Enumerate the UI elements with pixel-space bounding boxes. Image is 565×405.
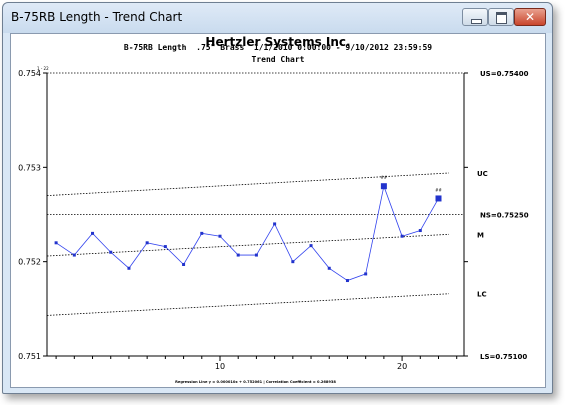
close-icon: ✕ xyxy=(524,10,536,24)
chart-axes xyxy=(43,72,468,361)
data-point xyxy=(291,260,295,264)
chart-labels: 0.751 0.752 0.753 0.754 10 20 1 - 22 US=0.75400… xyxy=(18,66,529,384)
reference-lines xyxy=(46,72,464,357)
chart-subtitle: B-75RB Length .75" Brass 1/1/2010 0:00:0… xyxy=(123,43,433,52)
y-tick-label: 0.752 xyxy=(18,258,41,267)
maximize-icon xyxy=(496,12,507,24)
x-tick-label: 10 xyxy=(215,362,225,371)
data-point xyxy=(218,234,222,238)
data-point xyxy=(254,253,258,257)
company-name: Hertzler Systems Inc. xyxy=(205,35,351,49)
lower-control-line xyxy=(46,293,450,316)
subgroup-size-label: 1 - 22 xyxy=(37,66,49,71)
data-point xyxy=(309,244,313,248)
lower-control-line-label: LC xyxy=(477,291,487,299)
data-point xyxy=(163,245,167,249)
upper-control-line xyxy=(46,172,450,197)
trend-chart-window: B-75RB Length - Trend Chart ✕ Hertzler S… xyxy=(2,2,553,394)
minimize-button[interactable] xyxy=(462,8,488,26)
data-point xyxy=(72,253,76,257)
upper-control-line-label: UC xyxy=(477,170,488,178)
window-title: B-75RB Length - Trend Chart xyxy=(11,10,183,24)
out-of-limit-label: ## xyxy=(435,187,442,192)
x-tick-label: 20 xyxy=(397,362,407,371)
regression-line-label: M xyxy=(477,231,484,239)
data-point xyxy=(54,241,58,245)
close-button[interactable]: ✕ xyxy=(514,8,546,26)
y-tick-label: 0.753 xyxy=(18,163,41,172)
data-series xyxy=(54,183,442,283)
spec-lower-line-label: LS=0.75100 xyxy=(480,353,527,361)
out-of-limit-point xyxy=(380,183,387,190)
trend-chart: 0.751 0.752 0.753 0.754 10 20 1 - 22 US=0.75400… xyxy=(18,66,529,384)
out-of-limit-label: ## xyxy=(381,175,388,180)
data-point xyxy=(418,229,422,233)
data-point xyxy=(145,241,149,245)
data-point xyxy=(345,279,349,283)
trend-series-line xyxy=(55,184,439,281)
regression-footer: Regression Line y = 0.000010x + 0.752061… xyxy=(175,380,336,384)
spec-nominal-line-label: NS=0.75250 xyxy=(480,212,529,220)
data-point xyxy=(236,253,240,257)
data-point xyxy=(273,222,277,226)
y-tick-label: 0.751 xyxy=(18,352,41,361)
out-of-limit-point xyxy=(435,195,442,202)
data-point xyxy=(400,234,404,238)
spec-upper-line-label: US=0.75400 xyxy=(480,70,529,78)
data-point xyxy=(91,231,95,235)
data-point xyxy=(182,262,186,266)
chart-title: Trend Chart xyxy=(251,55,305,64)
data-point xyxy=(109,250,113,254)
chart-area: Hertzler Systems Inc. B-75RB Length .75"… xyxy=(10,33,546,388)
data-point xyxy=(200,231,204,235)
data-point xyxy=(127,266,131,270)
data-point xyxy=(364,272,368,276)
minimize-icon xyxy=(471,19,482,24)
regression-line xyxy=(46,233,450,257)
maximize-button[interactable] xyxy=(488,8,514,26)
title-bar[interactable]: B-75RB Length - Trend Chart ✕ xyxy=(3,3,552,33)
data-point xyxy=(327,266,331,270)
y-tick-label: 0.754 xyxy=(18,69,41,78)
